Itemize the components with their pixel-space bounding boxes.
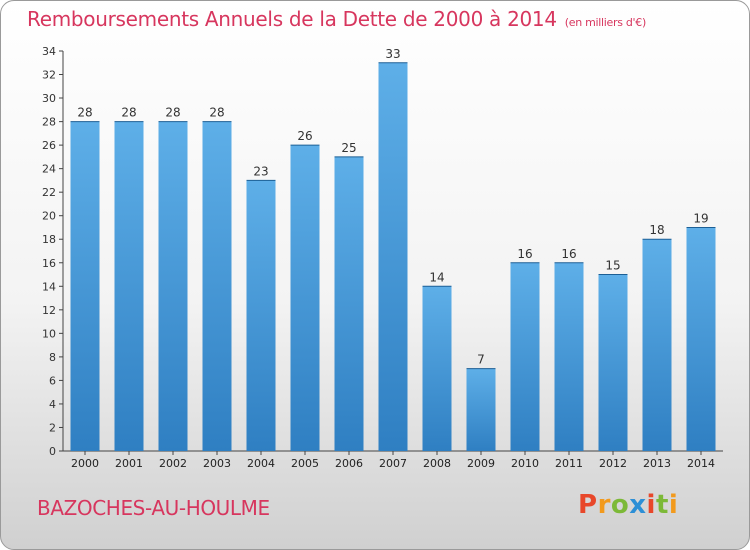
data-label: 28 bbox=[209, 106, 224, 120]
data-label: 28 bbox=[77, 106, 92, 120]
y-tick-label: 8 bbox=[49, 351, 56, 364]
x-tick-label: 2007 bbox=[379, 457, 407, 470]
bar bbox=[422, 286, 452, 451]
x-tick-label: 2002 bbox=[159, 457, 187, 470]
bar bbox=[246, 180, 276, 452]
logo-letter: t bbox=[655, 490, 669, 520]
bar bbox=[466, 368, 496, 451]
x-tick-label: 2011 bbox=[555, 457, 583, 470]
y-tick-label: 18 bbox=[42, 233, 56, 246]
x-tick-label: 2005 bbox=[291, 457, 319, 470]
logo-letter: i bbox=[668, 490, 679, 520]
data-label: 26 bbox=[297, 129, 312, 143]
x-tick-label: 2013 bbox=[643, 457, 671, 470]
bar bbox=[202, 121, 232, 452]
y-tick-label: 28 bbox=[42, 116, 56, 129]
data-label: 23 bbox=[253, 164, 268, 178]
x-tick-label: 2009 bbox=[467, 457, 495, 470]
x-tick-label: 2003 bbox=[203, 457, 231, 470]
bar bbox=[290, 145, 320, 451]
data-label: 7 bbox=[477, 353, 485, 367]
location-label: BAZOCHES-AU-HOULME bbox=[37, 496, 270, 520]
x-tick-label: 2014 bbox=[687, 457, 715, 470]
y-tick-label: 26 bbox=[42, 139, 56, 152]
bar bbox=[334, 156, 364, 451]
proxiti-logo: Proxiti bbox=[578, 490, 678, 520]
data-label: 14 bbox=[429, 270, 444, 284]
x-tick-label: 2012 bbox=[599, 457, 627, 470]
bar bbox=[378, 62, 408, 451]
y-tick-label: 10 bbox=[42, 327, 56, 340]
data-label: 16 bbox=[561, 247, 576, 261]
y-tick-label: 12 bbox=[42, 304, 56, 317]
logo-letter: r bbox=[597, 490, 611, 520]
bar bbox=[686, 227, 716, 451]
data-label: 25 bbox=[341, 141, 356, 155]
y-tick-label: 2 bbox=[49, 421, 56, 434]
bar bbox=[70, 121, 100, 452]
logo-letter: P bbox=[578, 490, 598, 520]
y-tick-label: 34 bbox=[42, 45, 56, 58]
y-tick-label: 16 bbox=[42, 257, 56, 270]
y-tick-label: 30 bbox=[42, 92, 56, 105]
x-tick-label: 2010 bbox=[511, 457, 539, 470]
data-label: 16 bbox=[517, 247, 532, 261]
title-text: Remboursements Annuels de la Dette de 20… bbox=[27, 7, 557, 31]
logo-letter: x bbox=[629, 490, 647, 520]
y-tick-label: 0 bbox=[49, 445, 56, 458]
bar bbox=[510, 262, 540, 451]
x-tick-label: 2000 bbox=[71, 457, 99, 470]
data-label: 19 bbox=[693, 211, 708, 225]
chart-title: Remboursements Annuels de la Dette de 20… bbox=[27, 7, 646, 31]
x-tick-label: 2008 bbox=[423, 457, 451, 470]
bar bbox=[598, 274, 628, 451]
bar bbox=[114, 121, 144, 452]
data-label: 33 bbox=[385, 47, 400, 61]
data-label: 28 bbox=[165, 106, 180, 120]
x-tick-label: 2001 bbox=[115, 457, 143, 470]
bar bbox=[158, 121, 188, 452]
x-tick-label: 2006 bbox=[335, 457, 363, 470]
chart-subtitle: (en milliers d'€) bbox=[564, 16, 646, 29]
y-tick-label: 6 bbox=[49, 374, 56, 387]
y-tick-label: 24 bbox=[42, 163, 56, 176]
data-label: 18 bbox=[649, 223, 664, 237]
y-tick-label: 14 bbox=[42, 280, 56, 293]
x-tick-label: 2004 bbox=[247, 457, 275, 470]
bar bbox=[554, 262, 584, 451]
y-tick-label: 20 bbox=[42, 210, 56, 223]
y-tick-label: 4 bbox=[49, 398, 56, 411]
data-label: 28 bbox=[121, 106, 136, 120]
y-tick-label: 22 bbox=[42, 186, 56, 199]
logo-letter: o bbox=[610, 490, 630, 520]
y-tick-label: 32 bbox=[42, 69, 56, 82]
data-label: 15 bbox=[605, 259, 620, 273]
bar bbox=[642, 239, 672, 451]
logo-letter: i bbox=[646, 490, 656, 520]
